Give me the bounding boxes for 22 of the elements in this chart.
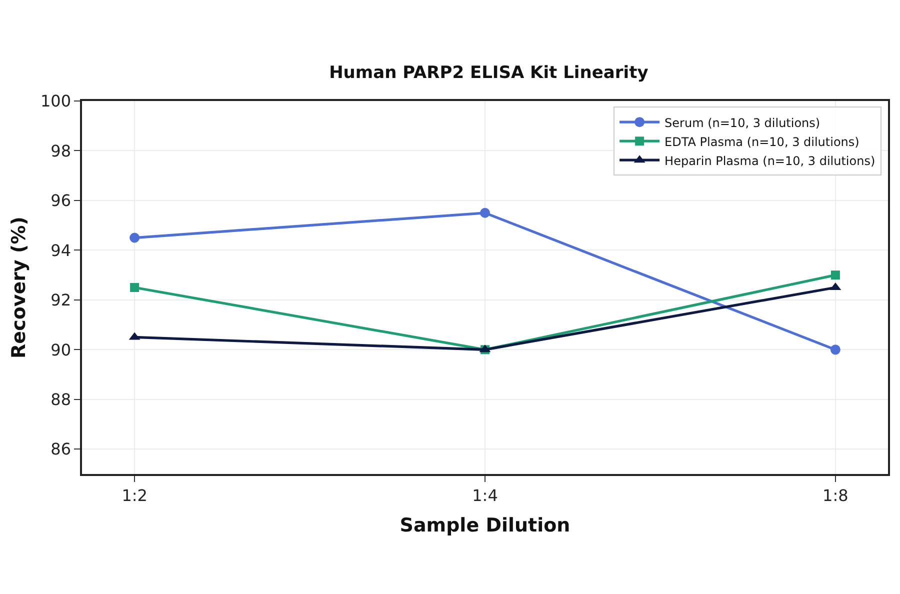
y-axis-title: Recovery (%) [8,216,30,358]
y-tick-label: 90 [50,340,71,360]
point [130,232,140,243]
y-tick-label: 98 [50,141,71,160]
x-tick-label: 1:8 [822,486,848,505]
x-tick-label: 1:4 [472,486,498,505]
x-axis-title: Sample Dilution [400,514,570,536]
y-tick-label: 94 [50,240,71,260]
y-tick-label: 88 [50,390,71,409]
legend-label: Serum (n=10, 3 dilutions) [664,116,820,130]
y-tick-label: 96 [50,191,71,210]
point [480,208,490,218]
point [130,283,140,292]
legend-label: EDTA Plasma (n=10, 3 dilutions) [664,134,860,149]
y-tick-label: 100 [40,92,71,111]
legend-label: Heparin Plasma (n=10, 3 dilutions) [664,154,876,168]
point [830,270,840,280]
x-tick-label: 1:2 [122,486,148,505]
chart-title: Human PARP2 ELISA Kit Linearity [329,62,648,83]
y-tick-label: 86 [50,440,71,459]
point [830,344,840,355]
y-tick-label: 92 [50,290,71,310]
